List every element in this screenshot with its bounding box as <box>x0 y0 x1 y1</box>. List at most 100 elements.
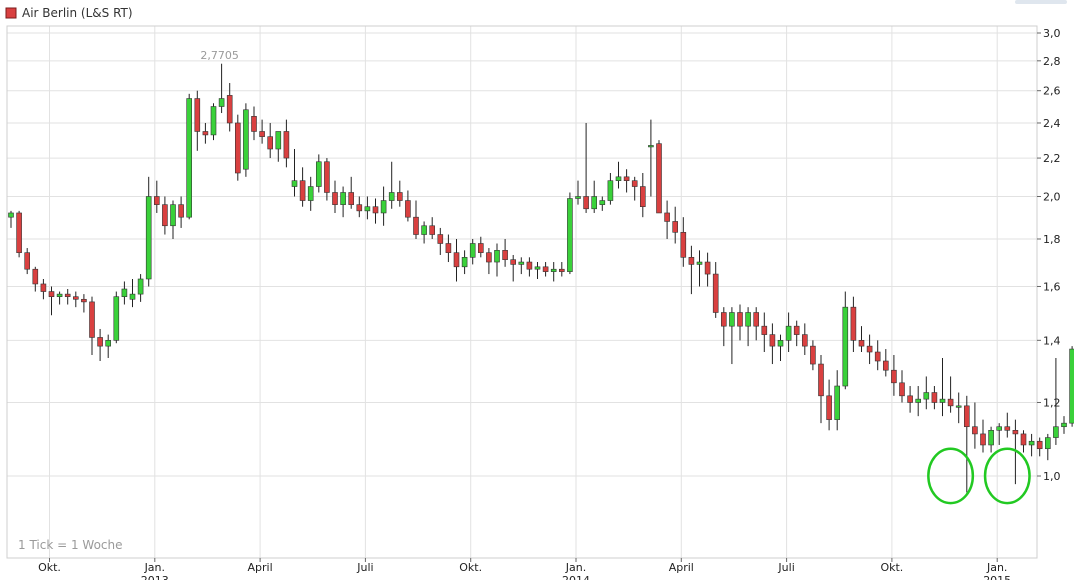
candle-down <box>769 334 776 347</box>
candle-down <box>64 293 71 297</box>
y-tick-label: 1,4 <box>1043 334 1061 347</box>
candle-up <box>518 261 525 265</box>
candle-up <box>745 312 751 327</box>
candle-down <box>583 196 589 210</box>
candle-down <box>97 337 103 347</box>
annotation-layer: 2,77050,968 <box>200 49 1031 505</box>
candle-down <box>162 204 168 227</box>
candle-down <box>154 196 160 205</box>
candle-up <box>1061 422 1067 428</box>
annotation-circle <box>927 447 975 505</box>
candle-up <box>615 176 622 181</box>
candle-up <box>1069 348 1074 424</box>
candle-down <box>259 131 265 137</box>
scrollbar-thumb[interactable] <box>1015 0 1067 4</box>
candle-down <box>963 405 970 428</box>
candle-up <box>834 385 841 420</box>
candle-down <box>688 257 695 265</box>
high-label: 2,7705 <box>200 49 239 62</box>
candle-down <box>972 426 978 435</box>
chart-header: Air Berlin (L&S RT) <box>5 6 133 20</box>
candle-up <box>591 196 598 210</box>
candle-up <box>955 405 962 408</box>
candle-up <box>421 225 427 235</box>
x-tick-label: Juli <box>356 561 373 574</box>
y-tick-label: 1,0 <box>1043 470 1061 483</box>
candle-up <box>1028 440 1035 446</box>
x-tick-label: Juli <box>777 561 794 574</box>
candle-up <box>939 398 946 403</box>
candle-up <box>243 109 249 170</box>
candle-down <box>931 392 938 403</box>
candle-down <box>267 136 274 150</box>
candle-down <box>818 363 824 397</box>
candle-down <box>753 312 760 327</box>
candle-down <box>396 192 403 201</box>
candle-down <box>858 340 865 347</box>
candle-up <box>56 293 63 297</box>
candle-down <box>356 204 363 212</box>
candle-down <box>226 95 233 124</box>
candle-up <box>988 430 994 446</box>
candle-up <box>785 325 792 341</box>
candle-down <box>680 232 687 258</box>
candle-up <box>291 180 298 187</box>
candle-down <box>712 273 719 313</box>
x-tick-label: Jan. <box>986 561 1007 574</box>
candle-down <box>502 250 508 260</box>
candle-down <box>510 259 517 265</box>
candle-down <box>81 298 87 303</box>
candle-down <box>810 345 816 365</box>
candle-down <box>526 261 533 270</box>
plot-frame <box>6 25 1038 559</box>
candle-up <box>275 131 282 150</box>
legend-swatch <box>5 7 17 19</box>
candle-up <box>1053 426 1059 438</box>
candle-up <box>648 145 654 148</box>
candle-down <box>874 351 881 362</box>
y-tick-label: 2,2 <box>1043 152 1061 165</box>
candle-down <box>445 243 452 253</box>
candle-up <box>599 200 606 205</box>
y-tick-label: 1,6 <box>1043 280 1061 293</box>
candle-up <box>364 206 371 212</box>
candle-down <box>664 212 670 222</box>
candle-layer <box>8 63 1074 493</box>
candle-up <box>842 306 849 387</box>
candle-down <box>372 206 379 214</box>
candle-down <box>1012 430 1019 435</box>
candle-down <box>348 192 355 205</box>
x-year-label: 2015 <box>983 574 1011 580</box>
candle-down <box>980 433 986 446</box>
candle-down <box>283 131 290 159</box>
candle-down <box>639 186 646 208</box>
candle-down <box>656 143 662 214</box>
candle-up <box>307 186 314 201</box>
candle-down <box>477 243 484 253</box>
candle-up <box>145 196 152 280</box>
candle-up <box>105 340 111 347</box>
candle-up <box>210 106 217 136</box>
candle-down <box>40 283 47 292</box>
candle-up <box>315 161 322 187</box>
candle-down <box>486 252 492 263</box>
candle-down <box>332 192 338 205</box>
candle-down <box>405 200 411 218</box>
y-tick-label: 2,6 <box>1043 85 1061 98</box>
candle-up <box>113 296 120 341</box>
candle-up <box>915 398 922 403</box>
x-tick-label: April <box>248 561 273 574</box>
y-tick-label: 2,0 <box>1043 190 1061 203</box>
x-year-label: 2013 <box>141 574 169 580</box>
candle-up <box>729 312 735 327</box>
candle-up <box>996 426 1003 431</box>
candle-down <box>178 204 184 218</box>
candle-down <box>202 131 209 136</box>
candle-down <box>413 216 419 235</box>
tick-interval-note: 1 Tick = 1 Woche <box>18 538 123 552</box>
candle-down <box>737 312 743 327</box>
candle-down <box>16 212 22 253</box>
candle-down <box>1036 440 1043 450</box>
x-tick-label: Jan. <box>565 561 586 574</box>
